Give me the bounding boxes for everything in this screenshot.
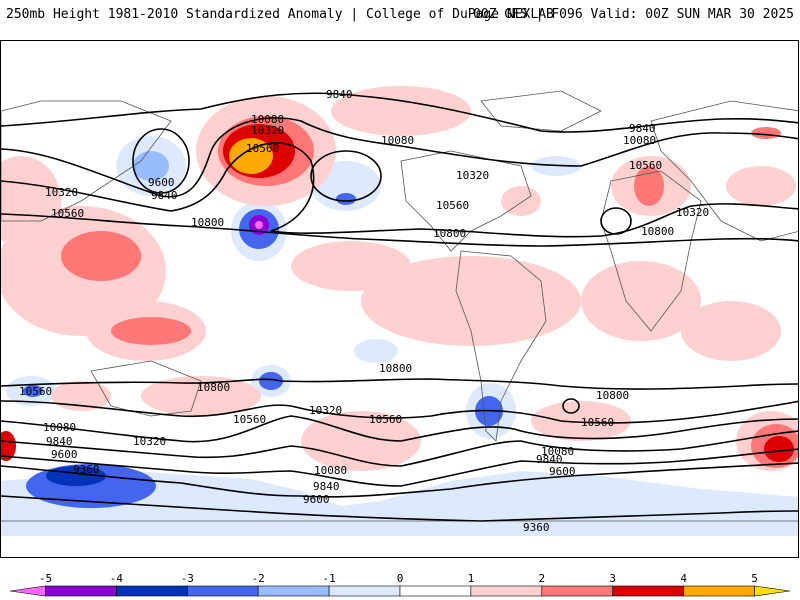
contour-label: 10080 — [623, 134, 656, 147]
contour-label: 10800 — [191, 216, 224, 229]
colorbar-bin — [116, 585, 188, 597]
contour-label: 10800 — [433, 227, 466, 240]
positive-anomaly-areas — [1, 86, 798, 471]
contour-label: 9600 — [148, 176, 175, 189]
contour-label: 10560 — [233, 413, 266, 426]
coastlines — [1, 90, 798, 522]
contour-label: 10800 — [641, 225, 674, 238]
colorbar-bin — [328, 585, 401, 597]
contour-label: 10080 — [43, 421, 76, 434]
contour-label: 10560 — [581, 416, 614, 429]
contour-label: 10080 — [541, 445, 574, 458]
colorbar: -5 -4 -3 -2 -1 0 1 2 3 4 5 — [9, 572, 791, 597]
colorbar-tick-label: 3 — [609, 572, 616, 585]
colorbar-tick-label: 0 — [397, 572, 404, 585]
map-title: 250mb Height 1981-2010 Standardized Anom… — [6, 7, 554, 22]
contour-label: 9600 — [51, 448, 78, 461]
colorbar-tick-label: 5 — [751, 572, 758, 585]
contour-label: 10560 — [51, 207, 84, 220]
colorbar-tick-label: 2 — [539, 572, 546, 585]
height-contours — [1, 92, 798, 522]
contour-label: 10320 — [456, 169, 489, 182]
colorbar-bin — [683, 585, 755, 597]
anomaly-map: 9840 10080 10320 10560 9600 9840 10320 1… — [0, 40, 799, 558]
colorbar-tick-label: -1 — [322, 572, 335, 585]
contour-label: 9840 — [536, 453, 563, 466]
contour-label: 10320 — [133, 435, 166, 448]
contour-label: 10320 — [676, 206, 709, 219]
contour-label: 10080 — [314, 464, 347, 477]
contour-label: 10560 — [19, 385, 52, 398]
colorbar-tick-label: 4 — [680, 572, 687, 585]
colorbar-bin — [9, 585, 46, 597]
colorbar-bin — [470, 585, 543, 597]
contour-label: 10560 — [436, 199, 469, 212]
contour-label: 9600 — [303, 493, 330, 506]
contour-label: 9840 — [313, 480, 340, 493]
contour-labels: 9840 10080 10320 10560 9600 9840 10320 1… — [19, 88, 709, 534]
colorbar-tick-label: 1 — [468, 572, 475, 585]
colorbar-bin — [612, 585, 684, 597]
contour-label: 10560 — [246, 142, 279, 155]
contour-label: 10080 — [381, 134, 414, 147]
colorbar-tick-label: -3 — [181, 572, 194, 585]
contour-label: 10800 — [596, 389, 629, 402]
contour-label: 10800 — [379, 362, 412, 375]
colorbar-bin — [541, 585, 614, 597]
colorbar-bin — [186, 585, 259, 597]
colorbar-bin — [257, 585, 330, 597]
contour-label: 10320 — [45, 186, 78, 199]
contour-label: 9840 — [326, 88, 353, 101]
contour-label: 10560 — [629, 159, 662, 172]
colorbar-tick-label: -2 — [252, 572, 265, 585]
contour-label: 10080 — [251, 113, 284, 126]
colorbar-bin — [45, 585, 117, 597]
contour-label: 9360 — [73, 463, 100, 476]
contour-label: 9600 — [549, 465, 576, 478]
colorbar-tick-label: -5 — [39, 572, 52, 585]
contour-label: 10560 — [369, 413, 402, 426]
contour-label: 9360 — [523, 521, 550, 534]
colorbar-tick-label: -4 — [110, 572, 124, 585]
contour-label: 9840 — [151, 189, 178, 202]
colorbar-bin — [754, 585, 791, 597]
model-run-info: 00Z GFS | F096 Valid: 00Z SUN MAR 30 202… — [473, 7, 794, 22]
colorbar-bin — [399, 585, 472, 597]
contour-label: 10320 — [309, 404, 342, 417]
contour-label: 9840 — [629, 122, 656, 135]
contour-label: 10800 — [197, 381, 230, 394]
contour-label: 10320 — [251, 124, 284, 137]
strong-anomaly-areas — [1, 116, 798, 508]
contour-label: 9840 — [46, 435, 73, 448]
